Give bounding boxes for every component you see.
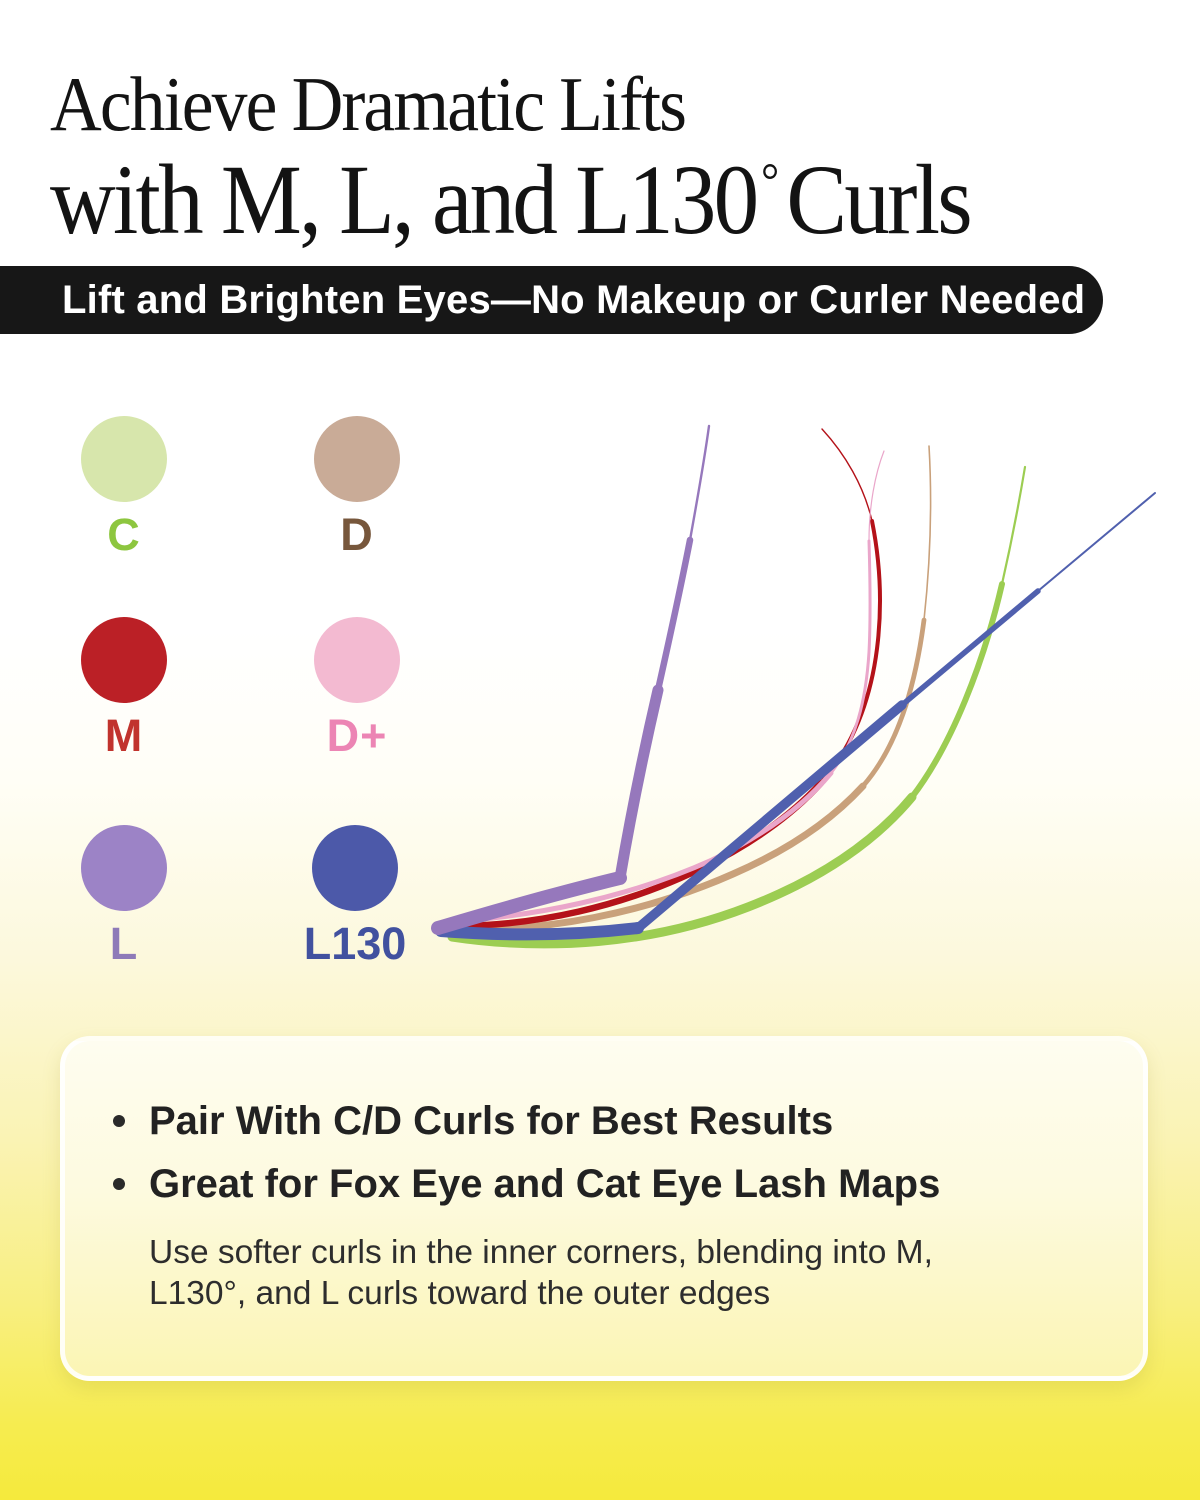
legend-item-d-plus: D+	[312, 617, 402, 761]
curl-d-label: D	[340, 509, 374, 560]
curl-l130-swatch	[312, 825, 398, 911]
bullet-item: Great for Fox Eye and Cat Eye Lash Maps	[113, 1160, 1103, 1208]
page-title: Achieve Dramatic Lifts with M, L, and L1…	[50, 61, 1061, 252]
title-line-1: Achieve Dramatic Lifts	[50, 61, 687, 147]
curl-l130-label: L130	[303, 918, 407, 969]
info-card: Pair With C/D Curls for Best Results Gre…	[60, 1036, 1148, 1381]
curl-m-swatch	[81, 617, 167, 703]
legend-item-m: M	[79, 617, 169, 761]
curve-l130	[435, 492, 1156, 941]
curl-d-swatch	[314, 416, 400, 502]
curve-d	[443, 445, 932, 933]
curl-m-label: M	[104, 710, 144, 761]
bullet-text-pair-curls: Pair With C/D Curls for Best Results	[149, 1099, 834, 1143]
card-note: Use softer curls in the inner corners, b…	[149, 1234, 933, 1313]
bullet-dot	[113, 1115, 125, 1127]
legend-item-c: C	[79, 416, 169, 560]
bullet-text-lash-maps: Great for Fox Eye and Cat Eye Lash Maps	[149, 1162, 941, 1206]
curl-m-circle	[81, 617, 167, 703]
curl-l-swatch	[81, 825, 167, 911]
curl-c-label: C	[107, 509, 141, 560]
curl-d-plus-circle	[314, 617, 400, 703]
title-line2-suffix: Curls	[786, 143, 972, 255]
legend-item-l: L	[79, 825, 169, 969]
curl-d-plus-label: D+	[326, 710, 388, 761]
legend-item-d: D	[312, 416, 402, 560]
legend-item-l130: L130	[285, 825, 425, 969]
title-line-2: with M, L, and L130°Curls	[50, 147, 973, 252]
subtitle-banner-text: Lift and Brighten Eyes—No Makeup or Curl…	[62, 277, 1086, 322]
title-line2-prefix: with M, L, and L130	[50, 143, 759, 255]
curl-c-circle	[81, 416, 167, 502]
curve-l	[431, 424, 711, 935]
curl-l-circle	[81, 825, 167, 911]
curve-d-plus	[441, 450, 885, 925]
curve-c	[447, 465, 1027, 949]
curl-d-plus-swatch	[314, 617, 400, 703]
bullet-dot	[113, 1178, 125, 1190]
subtitle-banner: Lift and Brighten Eyes—No Makeup or Curl…	[0, 266, 1103, 334]
bullet-item: Pair With C/D Curls for Best Results	[113, 1097, 1103, 1145]
degree-symbol: °	[760, 151, 780, 208]
curl-c-swatch	[81, 416, 167, 502]
curl-l-label: L	[109, 918, 139, 969]
curl-l130-circle	[312, 825, 398, 911]
curl-d-circle	[314, 416, 400, 502]
